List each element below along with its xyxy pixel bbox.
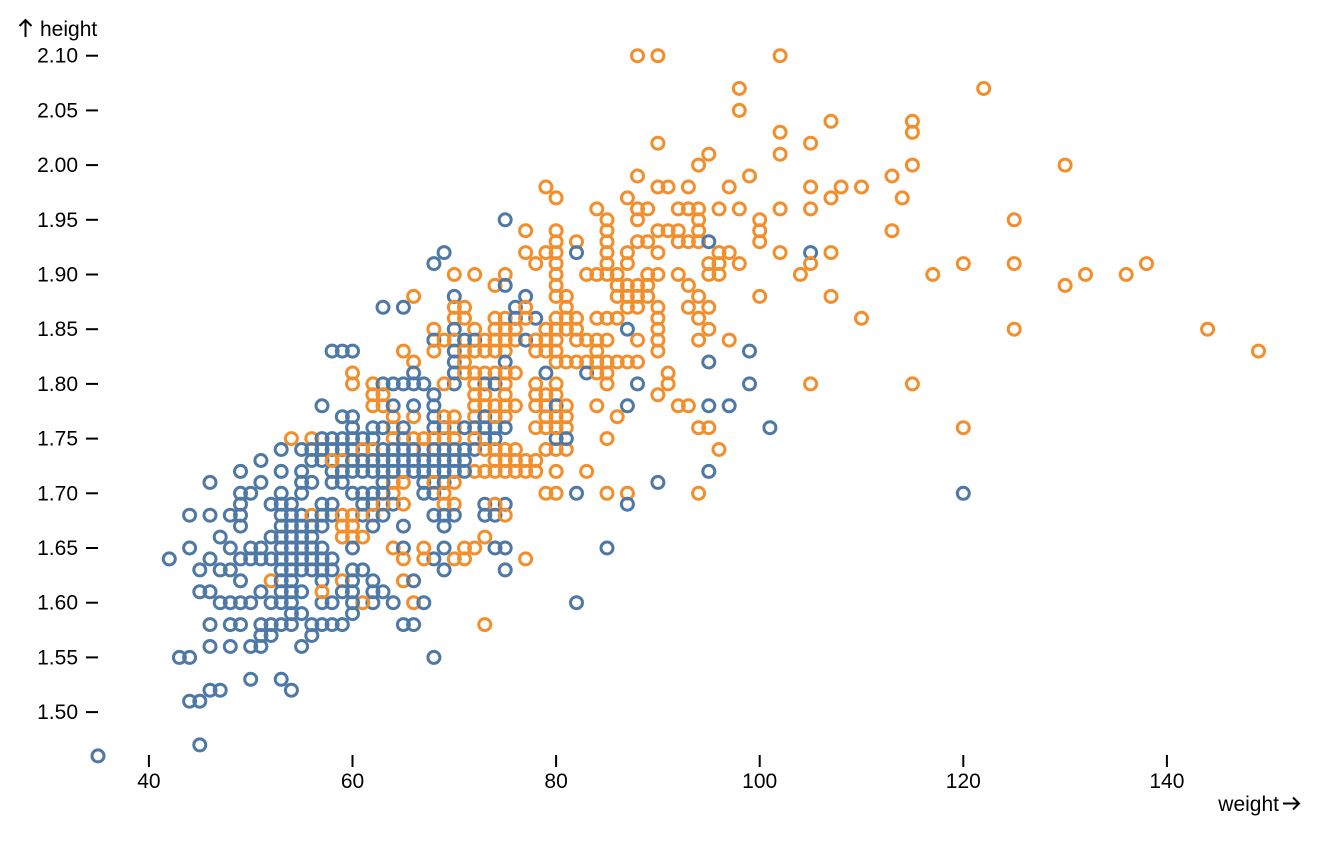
- svg-text:1.80: 1.80: [37, 373, 78, 396]
- svg-text:80: 80: [544, 770, 567, 793]
- svg-text:2.05: 2.05: [37, 99, 78, 122]
- svg-text:140: 140: [1149, 770, 1184, 793]
- svg-text:100: 100: [742, 770, 777, 793]
- svg-text:60: 60: [341, 770, 364, 793]
- svg-text:1.75: 1.75: [37, 428, 78, 451]
- svg-text:2.10: 2.10: [37, 45, 78, 68]
- svg-text:1.65: 1.65: [37, 537, 78, 560]
- svg-text:1.60: 1.60: [37, 592, 78, 615]
- svg-text:1.85: 1.85: [37, 318, 78, 341]
- svg-text:height: height: [40, 18, 97, 41]
- svg-text:1.50: 1.50: [37, 701, 78, 724]
- svg-text:1.95: 1.95: [37, 209, 78, 232]
- svg-text:2.00: 2.00: [37, 154, 78, 177]
- svg-text:120: 120: [946, 770, 981, 793]
- svg-text:1.70: 1.70: [37, 482, 78, 505]
- svg-text:1.55: 1.55: [37, 646, 78, 669]
- svg-text:40: 40: [137, 770, 160, 793]
- svg-text:weight: weight: [1217, 793, 1279, 816]
- svg-text:1.90: 1.90: [37, 264, 78, 287]
